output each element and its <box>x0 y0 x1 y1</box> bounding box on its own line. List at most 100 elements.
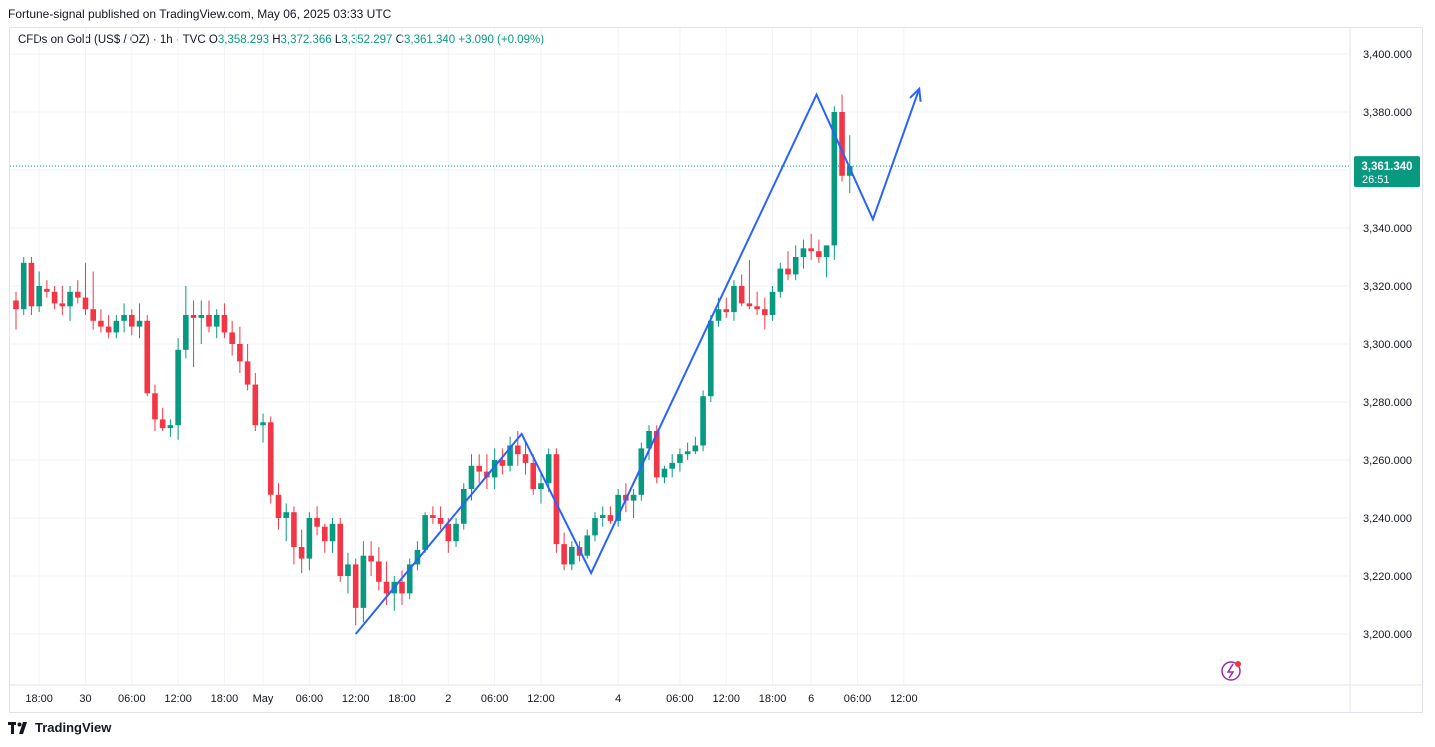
candle-down[interactable] <box>221 315 228 333</box>
candle-down[interactable] <box>190 315 197 318</box>
candle-down[interactable] <box>499 460 506 466</box>
candle-up[interactable] <box>692 445 699 452</box>
symbol-label[interactable]: CFDs on Gold (US$ / OZ) · 1h · TVC <box>18 34 206 46</box>
candle-up[interactable] <box>306 518 313 559</box>
candle-up[interactable] <box>121 315 127 321</box>
candle-up[interactable] <box>731 286 737 313</box>
candle-up[interactable] <box>113 320 120 333</box>
candle-down[interactable] <box>445 523 452 542</box>
candle-down[interactable] <box>144 320 151 394</box>
candle-down[interactable] <box>206 315 212 327</box>
candle-down[interactable] <box>754 306 760 310</box>
candle-down[interactable] <box>152 393 158 420</box>
candle-up[interactable] <box>599 515 606 518</box>
candle-down[interactable] <box>237 344 243 362</box>
candle-down[interactable] <box>808 248 814 252</box>
candle-up[interactable] <box>491 460 498 478</box>
candle-down[interactable] <box>82 297 89 310</box>
candle-up[interactable] <box>329 523 336 542</box>
candle-up[interactable] <box>677 454 683 463</box>
candle-down[interactable] <box>90 309 96 321</box>
candle-down[interactable] <box>368 555 374 562</box>
candle-down[interactable] <box>74 291 81 298</box>
candle-down[interactable] <box>839 112 845 176</box>
candle-down[interactable] <box>723 309 730 313</box>
candle-up[interactable] <box>661 468 668 478</box>
candle-up[interactable] <box>283 512 289 518</box>
candle-down[interactable] <box>430 515 436 518</box>
candle-down[interactable] <box>44 288 50 292</box>
candle-down[interactable] <box>13 300 19 310</box>
candle-up[interactable] <box>422 515 428 550</box>
candle-up[interactable] <box>538 483 544 489</box>
candle-down[interactable] <box>322 526 328 542</box>
candle-down[interactable] <box>314 518 320 527</box>
candle-up[interactable] <box>700 396 706 446</box>
candle-up[interactable] <box>823 245 830 257</box>
candle-down[interactable] <box>244 361 251 385</box>
candle-down[interactable] <box>522 454 529 463</box>
candle-down[interactable] <box>437 518 444 524</box>
candle-down[interactable] <box>28 262 35 307</box>
candle-down[interactable] <box>607 515 614 521</box>
zigzag-drawing[interactable] <box>354 88 921 635</box>
candle-up[interactable] <box>453 523 459 542</box>
candle-up[interactable] <box>20 262 27 310</box>
candle-up[interactable] <box>792 257 799 275</box>
candle-down[interactable] <box>476 465 482 472</box>
candle-up[interactable] <box>646 431 652 449</box>
candle-up[interactable] <box>414 549 421 565</box>
candle-down[interactable] <box>399 581 405 594</box>
lightning-icon[interactable] <box>1221 661 1241 681</box>
candle-down[interactable] <box>298 547 305 559</box>
candle-down[interactable] <box>252 384 259 426</box>
candle-up[interactable] <box>213 315 220 327</box>
candle-up[interactable] <box>67 291 73 307</box>
candle-up[interactable] <box>715 309 722 321</box>
candle-up[interactable] <box>584 535 591 556</box>
candle-down[interactable] <box>59 303 66 307</box>
candle-down[interactable] <box>51 291 58 304</box>
candle-down[interactable] <box>816 251 822 257</box>
candle-up[interactable] <box>406 564 413 594</box>
candle-up[interactable] <box>592 518 598 536</box>
candle-up[interactable] <box>846 166 853 176</box>
candle-up[interactable] <box>545 454 552 484</box>
candle-down[interactable] <box>229 332 235 344</box>
candle-up[interactable] <box>708 320 714 397</box>
candle-up[interactable] <box>615 494 621 521</box>
candle-up[interactable] <box>460 489 467 524</box>
candle-up[interactable] <box>569 547 575 565</box>
candle-up[interactable] <box>345 564 351 576</box>
candle-up[interactable] <box>175 349 181 426</box>
candle-up[interactable] <box>638 448 645 495</box>
candle-down[interactable] <box>383 581 390 594</box>
candle-down[interactable] <box>746 303 753 307</box>
candle-down[interactable] <box>653 431 660 478</box>
candle-down[interactable] <box>376 561 382 582</box>
candle-up[interactable] <box>36 286 42 307</box>
candle-down[interactable] <box>337 523 344 576</box>
candle-up[interactable] <box>183 315 189 350</box>
candle-down[interactable] <box>267 422 274 495</box>
candle-down[interactable] <box>530 462 537 489</box>
candle-up[interactable] <box>669 462 675 469</box>
candle-down[interactable] <box>738 286 745 304</box>
candle-up[interactable] <box>507 445 513 466</box>
candle-up[interactable] <box>260 422 266 426</box>
candle-up[interactable] <box>769 291 776 315</box>
candle-up[interactable] <box>136 320 143 327</box>
tradingview-brand[interactable]: TradingView <box>35 720 112 735</box>
candle-up[interactable] <box>800 248 807 257</box>
candle-down[interactable] <box>553 454 560 545</box>
candle-down[interactable] <box>98 320 104 327</box>
candle-up[interactable] <box>468 465 475 489</box>
candle-up[interactable] <box>684 451 691 455</box>
candle-down[interactable] <box>561 544 567 565</box>
candle-down[interactable] <box>762 309 768 315</box>
candle-down[interactable] <box>159 419 166 429</box>
candle-up[interactable] <box>831 112 838 246</box>
candle-down[interactable] <box>105 326 112 333</box>
candle-down[interactable] <box>291 512 297 547</box>
